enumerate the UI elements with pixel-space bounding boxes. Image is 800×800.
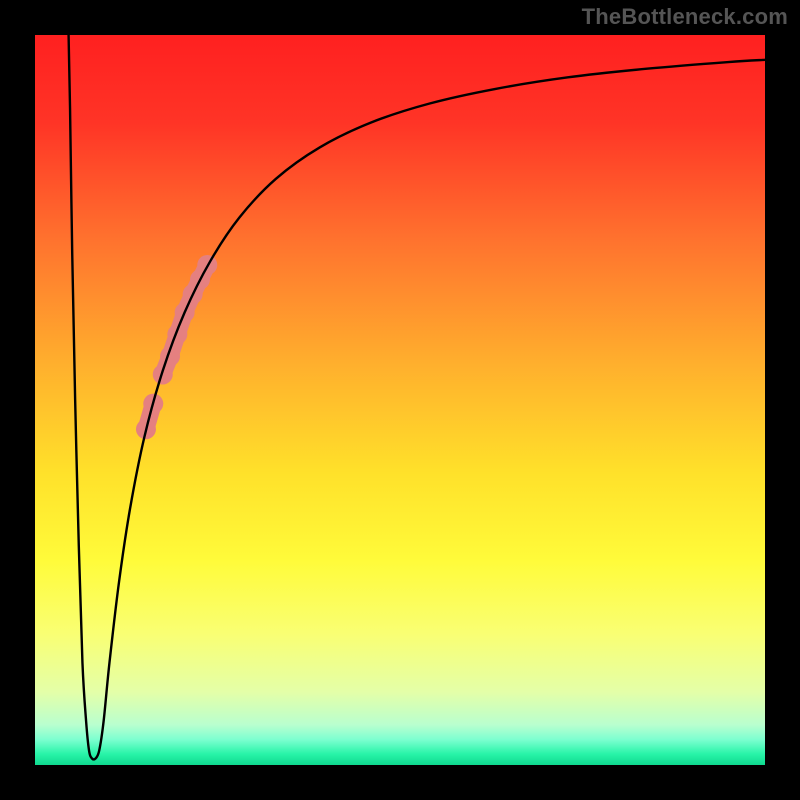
bottleneck-chart: TheBottleneck.com	[0, 0, 800, 800]
chart-canvas	[0, 0, 800, 800]
